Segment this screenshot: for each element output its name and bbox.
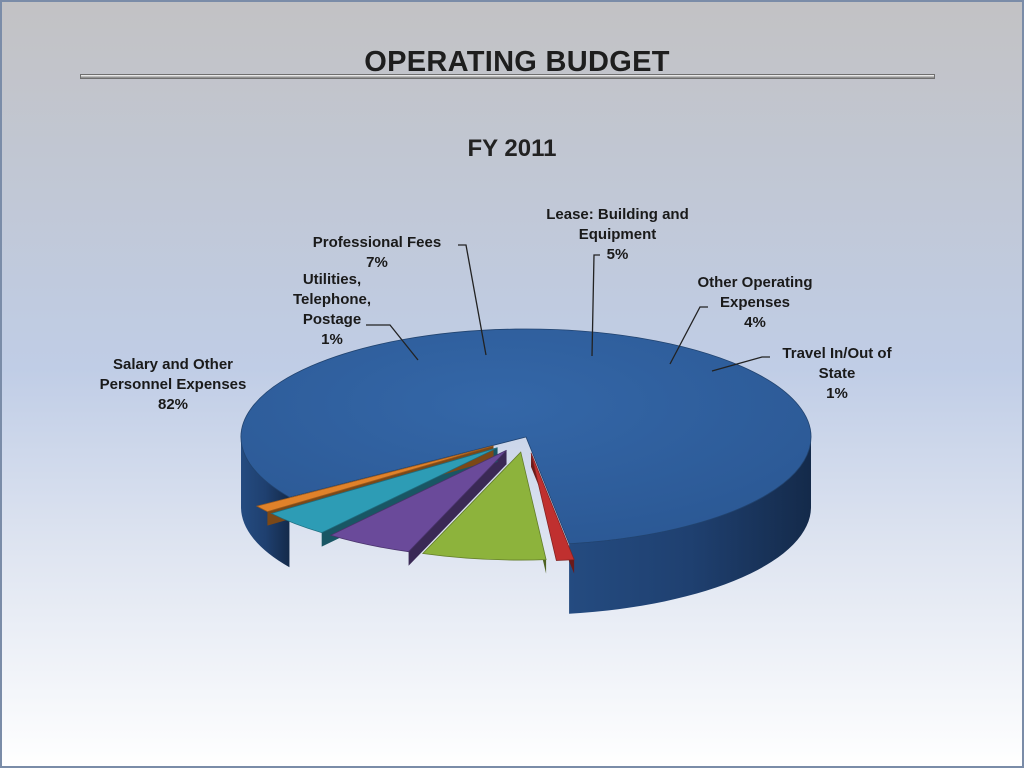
slice-label-utilities: Utilities, Telephone, Postage 1% [292, 271, 372, 348]
pie-wall-lease [408, 450, 507, 566]
slice-label-lease: Lease: Building and Equipment 5% [546, 206, 689, 263]
pie-side-salary [241, 437, 290, 568]
slice-label-other-operating: Other Operating Expenses 4% [697, 274, 813, 331]
pie-slice-travel [255, 445, 494, 513]
leader-line-lease [591, 254, 600, 357]
leader-line-other-operating [669, 306, 708, 365]
pie-slice-salary [240, 328, 812, 545]
leader-line-professional-fees [458, 244, 487, 356]
pie-slice-lease [329, 449, 507, 553]
leader-line-travel [711, 356, 770, 372]
slice-label-travel: Travel In/Out of State 1% [782, 345, 892, 402]
pie-slice-utilities [530, 452, 575, 561]
title-divider [80, 74, 935, 79]
leader-line-utilities [366, 324, 419, 361]
slide-title: OPERATING BUDGET [364, 46, 670, 78]
pie-slice-professional-fees [421, 451, 547, 561]
pie-tops [240, 328, 812, 561]
chart-title: FY 2011 [467, 135, 557, 162]
slice-label-professional-fees: Professional Fees 7% [312, 234, 442, 271]
leader-lines [366, 244, 770, 372]
slice-label-salary: Salary and Other Personnel Expenses 82% [99, 356, 247, 413]
pie-slice-other-operating [270, 447, 498, 534]
